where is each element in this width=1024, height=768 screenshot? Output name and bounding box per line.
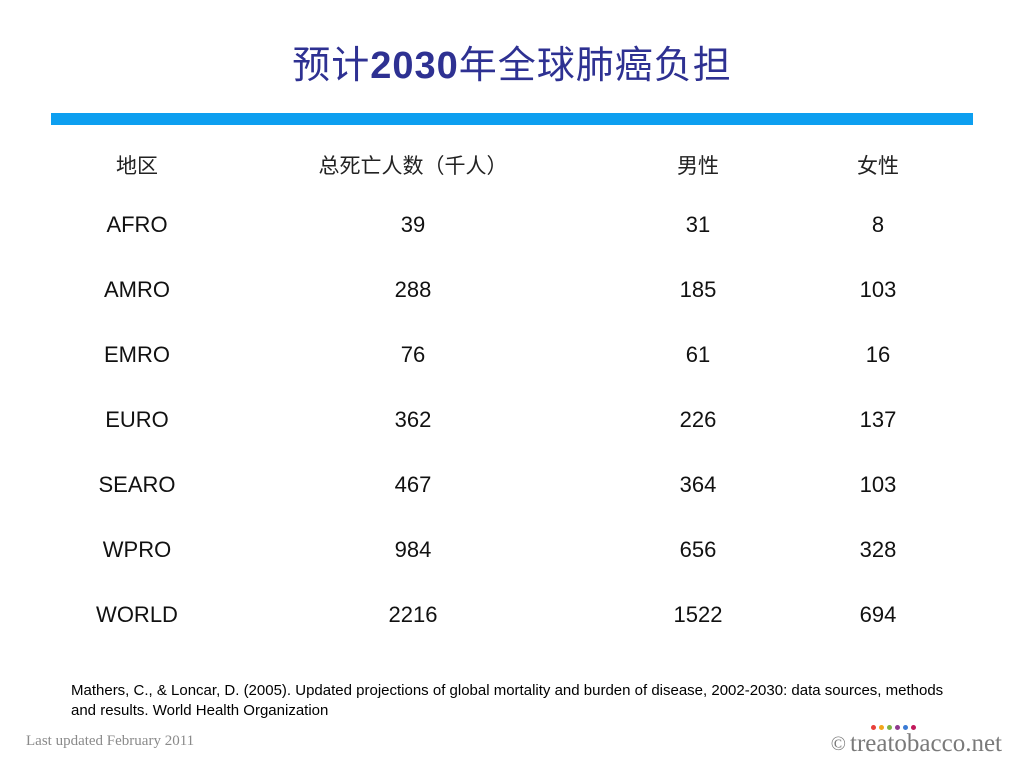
brand-dot xyxy=(879,725,884,730)
title-prefix: 预计 xyxy=(292,43,371,87)
brand-name: treatobacco.net xyxy=(850,730,1002,757)
page-title: 预计2030年全球肺癌负担 xyxy=(0,34,1024,89)
cell-male: 61 xyxy=(685,342,711,367)
title-suffix: 年全球肺癌负担 xyxy=(458,43,732,87)
table-row: AFRO 39 31 8 xyxy=(0,205,1024,245)
cell-male: 226 xyxy=(679,407,717,432)
brand-dot xyxy=(871,725,876,730)
cell-female: 328 xyxy=(859,537,897,562)
cell-region: EURO xyxy=(105,407,169,432)
table-row: WPRO 984 656 328 xyxy=(0,530,1024,570)
cell-male: 1522 xyxy=(673,602,723,627)
cell-total: 362 xyxy=(394,407,432,432)
brand-dot xyxy=(911,725,916,730)
table-row: EMRO 76 61 16 xyxy=(0,335,1024,375)
header-female: 女性 xyxy=(857,154,899,178)
cell-region: EMRO xyxy=(104,342,170,367)
title-divider xyxy=(51,113,973,125)
title-year: 2030 xyxy=(370,45,459,87)
brand-dot xyxy=(887,725,892,730)
cell-male: 364 xyxy=(679,472,717,497)
cell-female: 103 xyxy=(859,472,897,497)
header-region: 地区 xyxy=(116,154,158,178)
brand-dot xyxy=(903,725,908,730)
cell-region: WORLD xyxy=(96,602,178,627)
cell-region: SEARO xyxy=(98,472,176,497)
cell-male: 656 xyxy=(679,537,717,562)
cell-region: AMRO xyxy=(104,277,170,302)
cell-total: 2216 xyxy=(388,602,438,627)
table-row: EURO 362 226 137 xyxy=(0,400,1024,440)
cell-female: 137 xyxy=(859,407,897,432)
cell-total: 984 xyxy=(394,537,432,562)
cell-total: 288 xyxy=(394,277,432,302)
cell-female: 694 xyxy=(859,602,897,627)
cell-region: WPRO xyxy=(102,537,172,562)
header-male: 男性 xyxy=(677,154,719,178)
last-updated-note: Last updated February 2011 xyxy=(26,733,195,749)
table-row: SEARO 467 364 103 xyxy=(0,465,1024,505)
table-row: AMRO 288 185 103 xyxy=(0,270,1024,310)
table-row: WORLD 2216 1522 694 xyxy=(0,595,1024,635)
brand-name-wrapper: treatobacco.net xyxy=(850,725,1002,758)
brand-logo: © treatobacco.net xyxy=(831,722,1002,758)
cell-total: 39 xyxy=(400,212,426,237)
cell-male: 31 xyxy=(685,212,711,237)
cell-total: 76 xyxy=(400,342,426,367)
brand-dot xyxy=(895,725,900,730)
brand-dots xyxy=(871,725,916,730)
copyright-symbol: © xyxy=(830,733,846,755)
source-citation: Mathers, C., & Loncar, D. (2005). Update… xyxy=(71,682,944,719)
cell-male: 185 xyxy=(679,277,717,302)
cell-female: 8 xyxy=(871,212,885,237)
table-header-row: 地区 总死亡人数（千人） 男性 女性 xyxy=(0,146,1024,186)
cell-total: 467 xyxy=(394,472,432,497)
cell-female: 16 xyxy=(865,342,891,367)
cell-region: AFRO xyxy=(106,212,168,237)
header-total-deaths: 总死亡人数（千人） xyxy=(318,154,508,178)
cell-female: 103 xyxy=(859,277,897,302)
